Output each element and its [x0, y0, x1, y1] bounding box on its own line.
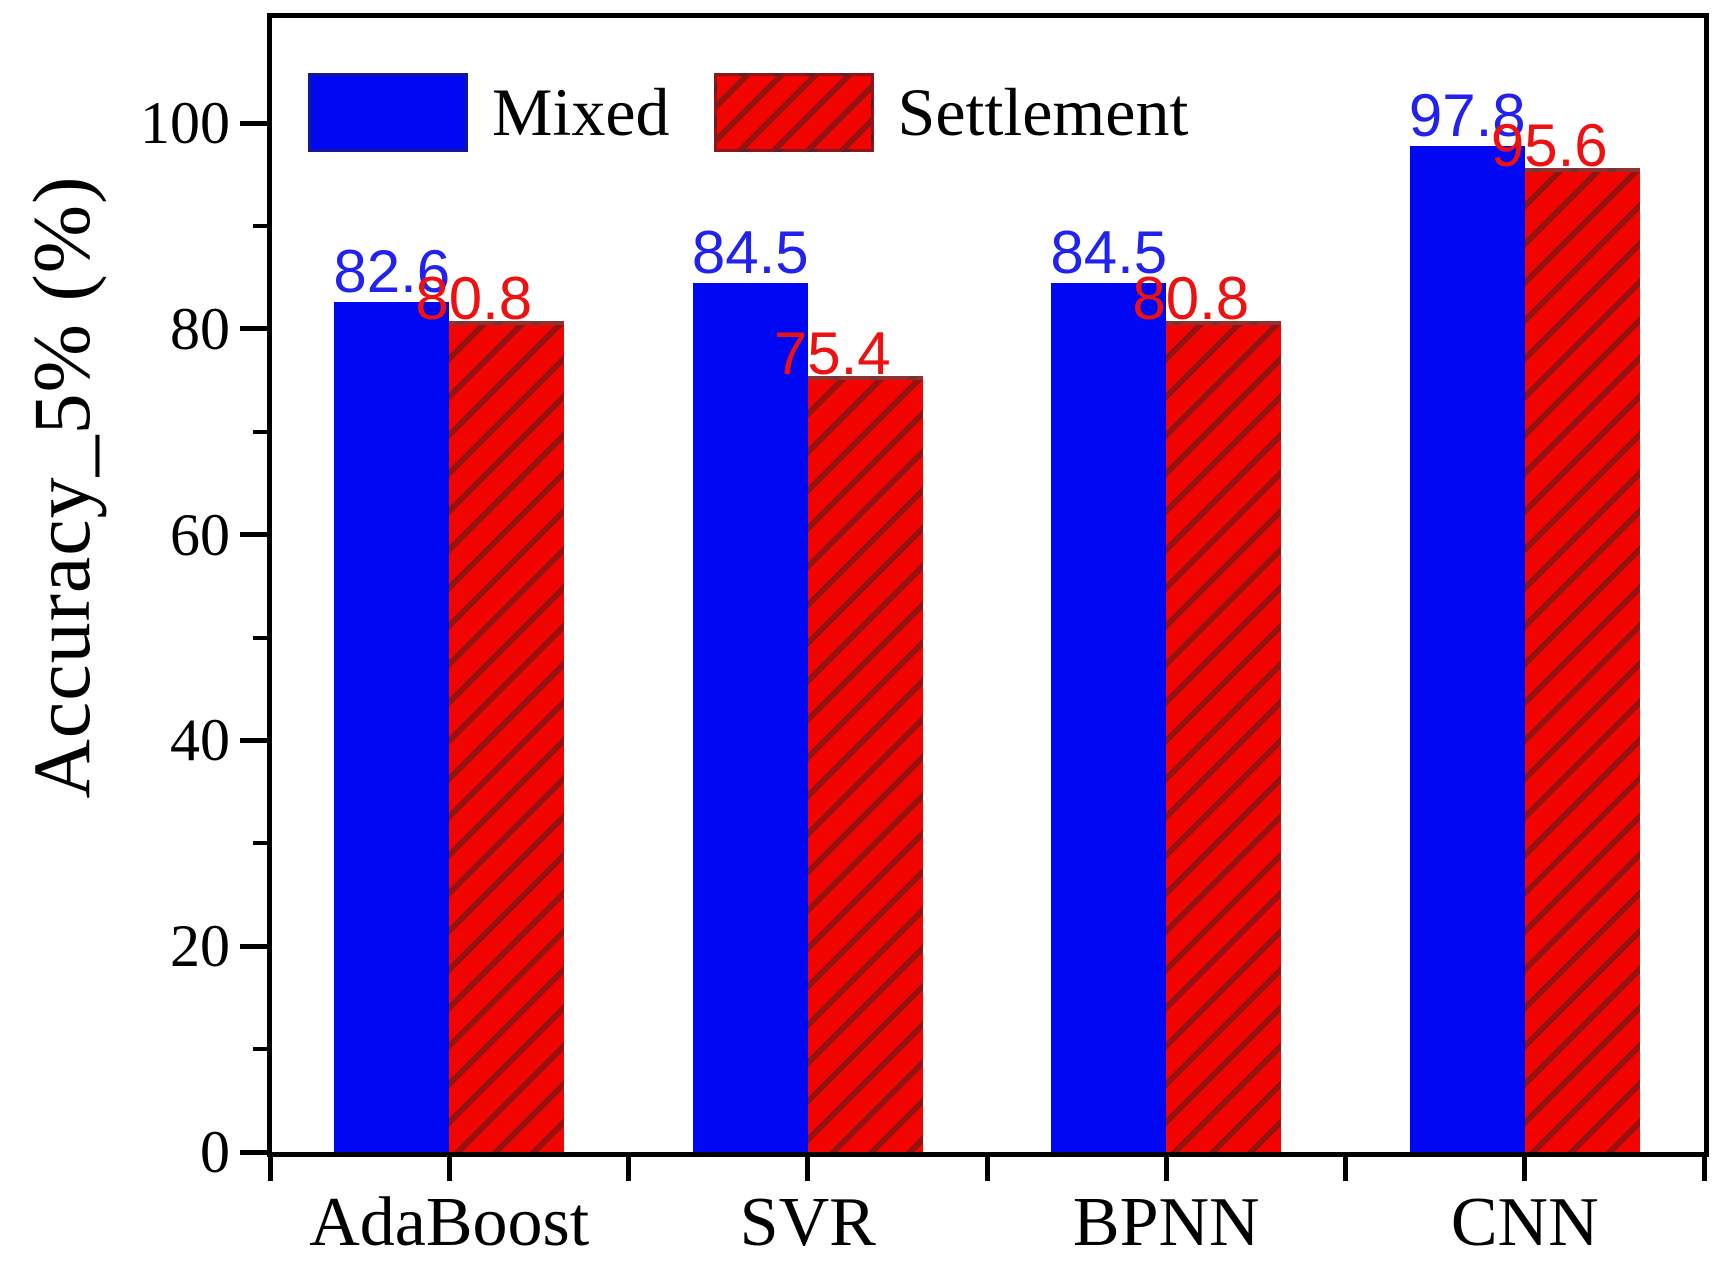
y-axis-title: Accuracy_5% (%) [16, 175, 107, 799]
value-label-settlement-adaboost: 80.8 [415, 264, 533, 332]
x-tick [446, 1155, 452, 1181]
y-major-tick [240, 1149, 270, 1155]
value-label-mixed-cnn: 97.8 [1408, 81, 1526, 149]
x-tick [1522, 1155, 1528, 1181]
value-label-settlement-svr: 75.4 [773, 320, 891, 388]
y-tick-label: 20 [170, 913, 230, 980]
x-tick [626, 1155, 631, 1181]
y-major-tick [240, 326, 270, 332]
chart-legend: Mixed Settlement [308, 73, 1232, 152]
y-minor-tick [253, 223, 270, 228]
x-category-label-cnn: CNN [1450, 1184, 1599, 1261]
bar-settlement-bpnn [1166, 320, 1282, 1152]
x-tick [1163, 1155, 1169, 1181]
bar-settlement-adaboost [449, 320, 565, 1152]
value-label-settlement-cnn: 95.6 [1490, 112, 1608, 180]
y-tick-label: 60 [170, 501, 230, 568]
value-label-mixed-adaboost: 82.6 [333, 238, 451, 306]
x-category-label-bpnn: BPNN [1072, 1184, 1260, 1261]
bar-mixed-adaboost [334, 302, 450, 1152]
y-major-tick [240, 943, 270, 949]
y-minor-tick [253, 635, 270, 640]
y-tick-label: 100 [140, 90, 230, 157]
x-tick [267, 1155, 273, 1181]
x-tick [984, 1155, 990, 1181]
legend-swatch-mixed [308, 73, 468, 152]
value-label-mixed-bpnn: 84.5 [1050, 218, 1168, 286]
bar-mixed-svr [692, 282, 808, 1152]
bar-mixed-cnn [1409, 145, 1525, 1152]
x-tick [1701, 1155, 1707, 1181]
x-tick [805, 1155, 811, 1181]
y-tick-label: 40 [170, 707, 230, 774]
legend-label-settlement: Settlement [897, 74, 1189, 150]
legend-swatch-settlement [713, 73, 874, 152]
bar-mixed-bpnn [1051, 282, 1167, 1152]
y-major-tick [240, 532, 270, 538]
y-major-tick [240, 120, 270, 126]
y-minor-tick [253, 841, 270, 846]
y-tick-label: 0 [200, 1119, 230, 1185]
y-minor-tick [253, 1047, 270, 1052]
value-label-settlement-bpnn: 80.8 [1132, 264, 1250, 332]
y-major-tick [240, 737, 270, 743]
x-category-label-svr: SVR [739, 1184, 876, 1261]
value-label-mixed-svr: 84.5 [691, 218, 809, 286]
y-tick-label: 80 [170, 295, 230, 362]
y-minor-tick [253, 429, 270, 434]
bar-settlement-svr [807, 376, 923, 1152]
x-category-label-adaboost: AdaBoost [309, 1184, 590, 1261]
x-tick [1343, 1155, 1348, 1181]
bar-settlement-cnn [1524, 168, 1640, 1152]
legend-label-mixed: Mixed [492, 74, 670, 150]
